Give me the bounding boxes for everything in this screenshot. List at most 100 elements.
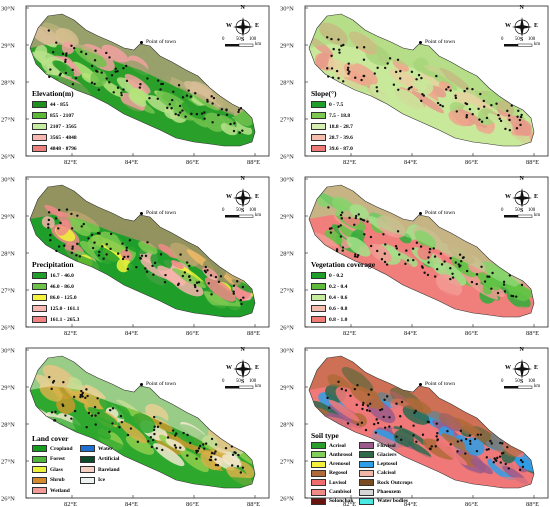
town-point: [94, 414, 97, 417]
town-point: [490, 103, 493, 107]
compass-west-label: W: [226, 365, 232, 371]
town-point: [146, 241, 149, 244]
town-point: [499, 461, 502, 464]
town-point: [490, 287, 493, 290]
map-panel-slope: 30°N 29°N 28°N 27°N 26°N 82°E 84°E 86°E 88°E N S W E…: [279, 0, 550, 166]
town-point: [362, 74, 365, 78]
town-point: [70, 44, 73, 48]
lon-label: 82°E: [64, 159, 77, 166]
town-point: [151, 438, 155, 442]
town-point: [105, 253, 108, 256]
town-point: [64, 71, 68, 75]
lat-label: 26°N: [280, 324, 294, 331]
town-point: [116, 70, 119, 73]
town-point: [177, 84, 181, 87]
legend-swatch: [359, 442, 374, 449]
town-point: [230, 445, 234, 448]
town-point: [185, 261, 189, 264]
town-point: [469, 442, 472, 446]
town-point: [198, 444, 202, 448]
town-point: [203, 447, 206, 450]
town-point: [510, 104, 513, 107]
scale-tick-label: 100: [528, 208, 536, 213]
town-point: [241, 129, 244, 132]
town-legend: Point of town: [140, 381, 176, 387]
town-point: [94, 49, 97, 52]
town-point: [520, 113, 523, 117]
town-point: [125, 79, 129, 83]
legend-swatch: [80, 455, 95, 463]
town-point: [53, 419, 57, 422]
legend-label: Glass: [50, 466, 63, 473]
town-point: [72, 395, 76, 399]
town-point: [400, 400, 404, 404]
town-point: [383, 260, 387, 264]
lat-label: 28°N: [1, 421, 15, 428]
town-point: [213, 452, 216, 455]
town-point: [90, 233, 94, 237]
town-point: [193, 283, 197, 287]
legend-swatch: [311, 442, 326, 449]
legend-item: 0.6 - 0.8: [311, 305, 347, 312]
town-point: [120, 420, 124, 424]
town-point: [412, 424, 415, 427]
town-point: [487, 448, 490, 451]
scale-tick-label: 50: [515, 37, 520, 42]
town-point: [194, 92, 197, 95]
town-point: [356, 423, 359, 426]
town-point: [49, 68, 52, 71]
town-point: [147, 440, 150, 443]
town-point: [477, 107, 480, 111]
town-point: [85, 425, 88, 429]
town-point: [114, 67, 118, 70]
town-point: [435, 435, 438, 438]
town-point: [346, 422, 350, 425]
scale-bar: [504, 43, 533, 47]
town-point: [492, 461, 495, 464]
town-point: [410, 85, 413, 89]
town-point: [331, 76, 335, 79]
town-point: [475, 282, 478, 286]
town-point: [152, 273, 155, 276]
town-point: [116, 252, 120, 255]
town-point: [369, 244, 373, 248]
town-point: [361, 407, 364, 411]
legend-item: 161.1 - 265.3: [32, 316, 79, 323]
legend-title: Soil type: [311, 431, 339, 440]
town-point: [355, 403, 358, 407]
town-point: [335, 248, 339, 251]
town-legend: Point of town: [419, 381, 455, 387]
town-point: [506, 445, 509, 449]
town-point: [465, 87, 469, 90]
town-point: [111, 407, 115, 410]
legend-title: Slope(°): [311, 89, 337, 98]
town-point: [181, 274, 185, 278]
town-point: [197, 447, 201, 450]
town-point: [386, 62, 389, 65]
town-point: [353, 255, 357, 258]
town-point: [236, 280, 239, 283]
legend-swatch: [311, 123, 326, 130]
town-point: [455, 110, 458, 113]
town-point: [357, 213, 360, 216]
town-point: [383, 66, 387, 70]
legend-label: Water bodies: [377, 498, 408, 505]
scale-tick-label: 100: [249, 379, 257, 384]
town-point: [64, 414, 67, 417]
town-point: [210, 293, 213, 296]
lon-label: 86°E: [465, 501, 478, 507]
scale-tick-label: 0: [222, 379, 225, 384]
town-point: [126, 267, 129, 271]
town-point: [398, 253, 401, 256]
town-point: [394, 70, 398, 74]
town-point: [54, 410, 57, 414]
town-point: [204, 271, 208, 274]
town-point: [179, 446, 182, 449]
town-point: [400, 438, 403, 441]
legend-swatch: [32, 283, 47, 290]
town-point: [411, 247, 415, 250]
legend-label: 0 - 7.5: [329, 101, 344, 108]
town-point: [170, 107, 173, 110]
town-point: [98, 250, 101, 254]
compass-west-label: W: [505, 365, 511, 371]
